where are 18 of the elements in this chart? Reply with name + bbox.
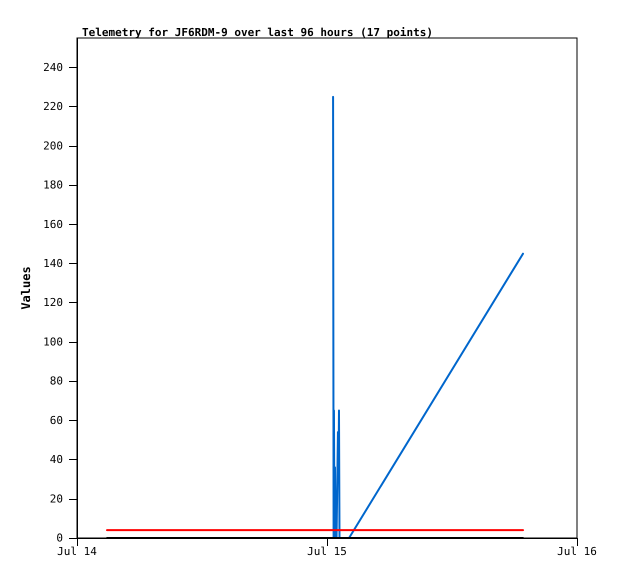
- y-tick-label: 120: [43, 296, 63, 310]
- y-tick-label: 160: [43, 218, 63, 231]
- y-tick-label: 20: [50, 492, 63, 506]
- x-tick-label: Jul 14: [57, 545, 98, 558]
- x-tick-label: Jul 15: [307, 545, 347, 558]
- y-tick-label: 180: [43, 178, 63, 192]
- y-tick-label: 0: [56, 532, 63, 544]
- y-tick-label: 240: [43, 60, 63, 74]
- y-tick-label: 140: [43, 256, 63, 270]
- y-tick-label: 100: [43, 335, 63, 348]
- y-tick-label: 200: [43, 139, 63, 152]
- y-tick-label: 220: [43, 100, 63, 114]
- x-tick-label: Jul 16: [557, 545, 597, 558]
- chart-title: Telemetry for JF6RDM-9 over last 96 hours (17 points): [82, 26, 433, 39]
- y-tick-label: 40: [50, 453, 63, 466]
- y-axis-title: Values: [19, 266, 34, 310]
- y-tick-label: 60: [50, 414, 63, 427]
- y-tick-label: 80: [50, 374, 63, 388]
